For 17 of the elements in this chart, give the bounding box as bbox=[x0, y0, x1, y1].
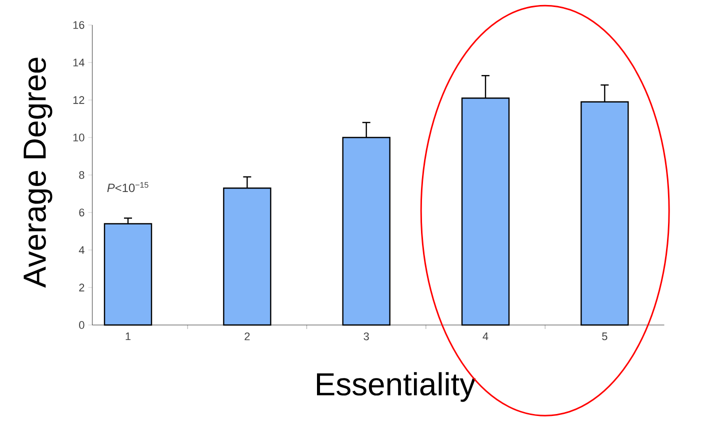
y-tick-label: 0 bbox=[79, 321, 84, 329]
y-tick-label: 16 bbox=[73, 21, 84, 29]
x-tick-label: 5 bbox=[602, 332, 608, 340]
y-tick-label: 10 bbox=[73, 134, 84, 142]
y-tick-label: 6 bbox=[79, 208, 84, 216]
y-tick-label: 8 bbox=[79, 171, 84, 179]
y-tick-label: 2 bbox=[79, 284, 84, 292]
annotation: P<10$^{−15}$ bbox=[107, 182, 148, 192]
x-tick-label: 1 bbox=[126, 332, 131, 340]
x-tick-label: 4 bbox=[482, 332, 488, 340]
y-tick-label: 14 bbox=[73, 58, 84, 66]
y-tick-label: 12 bbox=[73, 96, 84, 104]
x-tick-label: 2 bbox=[244, 332, 250, 340]
y-axis-title: Average Degree bbox=[24, 58, 52, 288]
x-axis-title: Essentiality bbox=[316, 372, 476, 402]
x-tick-label: 3 bbox=[364, 332, 369, 340]
y-tick-label: 4 bbox=[78, 246, 84, 254]
